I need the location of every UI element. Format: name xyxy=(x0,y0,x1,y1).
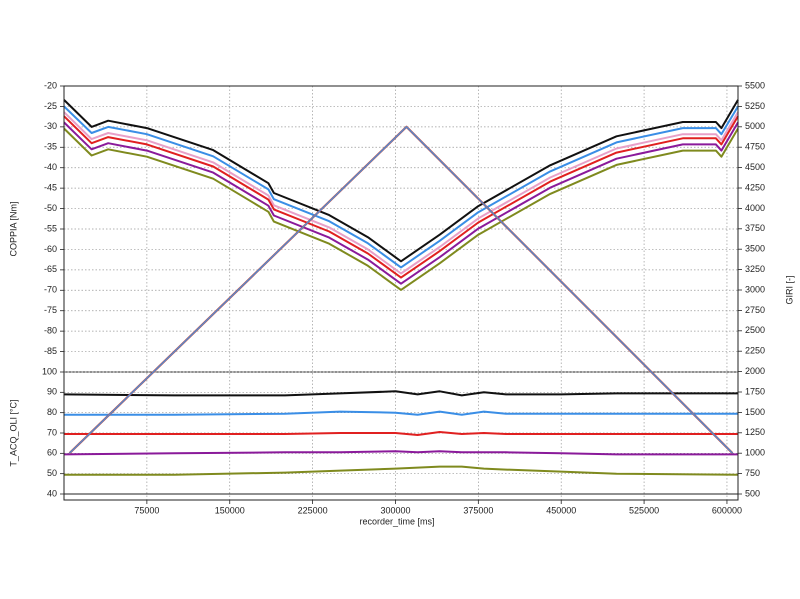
y-tick-label: -70 xyxy=(44,285,57,295)
y2-tick-label: 2250 xyxy=(745,346,765,356)
data-line xyxy=(63,121,739,285)
y-tick-label: -30 xyxy=(44,121,57,131)
y2-tick-label: 1250 xyxy=(745,427,765,437)
x-tick-label: 600000 xyxy=(712,505,742,515)
x-tick-label: 75000 xyxy=(134,505,159,515)
y2-tick-label: 5250 xyxy=(745,101,765,111)
y-tick-label: 80 xyxy=(47,407,57,417)
x-tick-label: 225000 xyxy=(298,505,328,515)
x-tick-label: 375000 xyxy=(463,505,493,515)
y2-tick-label: 5500 xyxy=(745,80,765,90)
y-tick-label: 60 xyxy=(47,448,57,458)
y-tick-label: -65 xyxy=(44,264,57,274)
y-tick-label: -40 xyxy=(44,162,57,172)
data-line xyxy=(64,431,738,436)
x-axis-label: recorder_time [ms] xyxy=(359,516,434,526)
y2-tick-label: 2000 xyxy=(745,366,765,376)
y-tick-label: -35 xyxy=(44,142,57,152)
y-tick-label: -25 xyxy=(44,101,57,111)
x-tick-label: 525000 xyxy=(629,505,659,515)
y2-tick-label: 5000 xyxy=(745,121,765,131)
y-tick-label: 100 xyxy=(42,366,57,376)
y-tick-label: -80 xyxy=(44,326,57,336)
data-line xyxy=(64,410,738,416)
plot-frame xyxy=(63,85,739,501)
data-line xyxy=(63,111,739,275)
y2-tick-label: 1000 xyxy=(745,448,765,458)
data-line xyxy=(63,99,739,263)
y2-tick-label: 4750 xyxy=(745,142,765,152)
y-tick-label: 90 xyxy=(47,387,57,397)
y2-tick-label: 4250 xyxy=(745,182,765,192)
y2-tick-label: 3750 xyxy=(745,223,765,233)
y-tick-label: -75 xyxy=(44,305,57,315)
y-tick-label: -55 xyxy=(44,223,57,233)
y2-tick-label: 1750 xyxy=(745,386,765,396)
y-tick-label: -20 xyxy=(44,80,57,90)
y2-tick-label: 3250 xyxy=(745,264,765,274)
y-tick-label: 70 xyxy=(47,427,57,437)
y-tick-label: -50 xyxy=(44,203,57,213)
x-tick-label: 300000 xyxy=(380,505,410,515)
data-line xyxy=(63,390,738,397)
y2-tick-label: 2500 xyxy=(745,325,765,335)
data-line xyxy=(63,127,739,291)
y2-tick-label: 4000 xyxy=(745,203,765,213)
y-tick-label: -85 xyxy=(44,346,57,356)
y2-tick-label: 750 xyxy=(745,468,760,478)
y2-tick-label: 4500 xyxy=(745,162,765,172)
y2-tick-label: 2750 xyxy=(745,305,765,315)
y2-axis-label: GIRI [-] xyxy=(784,276,794,305)
y-axis-label: COPPIA [Nm] xyxy=(8,201,18,256)
y2-tick-label: 500 xyxy=(745,488,760,498)
y-tick-label: 40 xyxy=(47,488,57,498)
data-line xyxy=(63,450,738,456)
data-line xyxy=(64,465,739,476)
y-tick-label: -45 xyxy=(44,183,57,193)
y2-tick-label: 1500 xyxy=(745,407,765,417)
data-line xyxy=(69,126,733,454)
y-tick-label: -60 xyxy=(44,244,57,254)
y-tick-label: 50 xyxy=(47,468,57,478)
x-tick-label: 150000 xyxy=(215,505,245,515)
y-axis-label: T_ACQ_OLI [°C] xyxy=(8,399,18,466)
x-tick-label: 450000 xyxy=(546,505,576,515)
data-line xyxy=(63,105,739,269)
data-line xyxy=(63,115,739,279)
y2-tick-label: 3000 xyxy=(745,284,765,294)
y2-tick-label: 3500 xyxy=(745,244,765,254)
